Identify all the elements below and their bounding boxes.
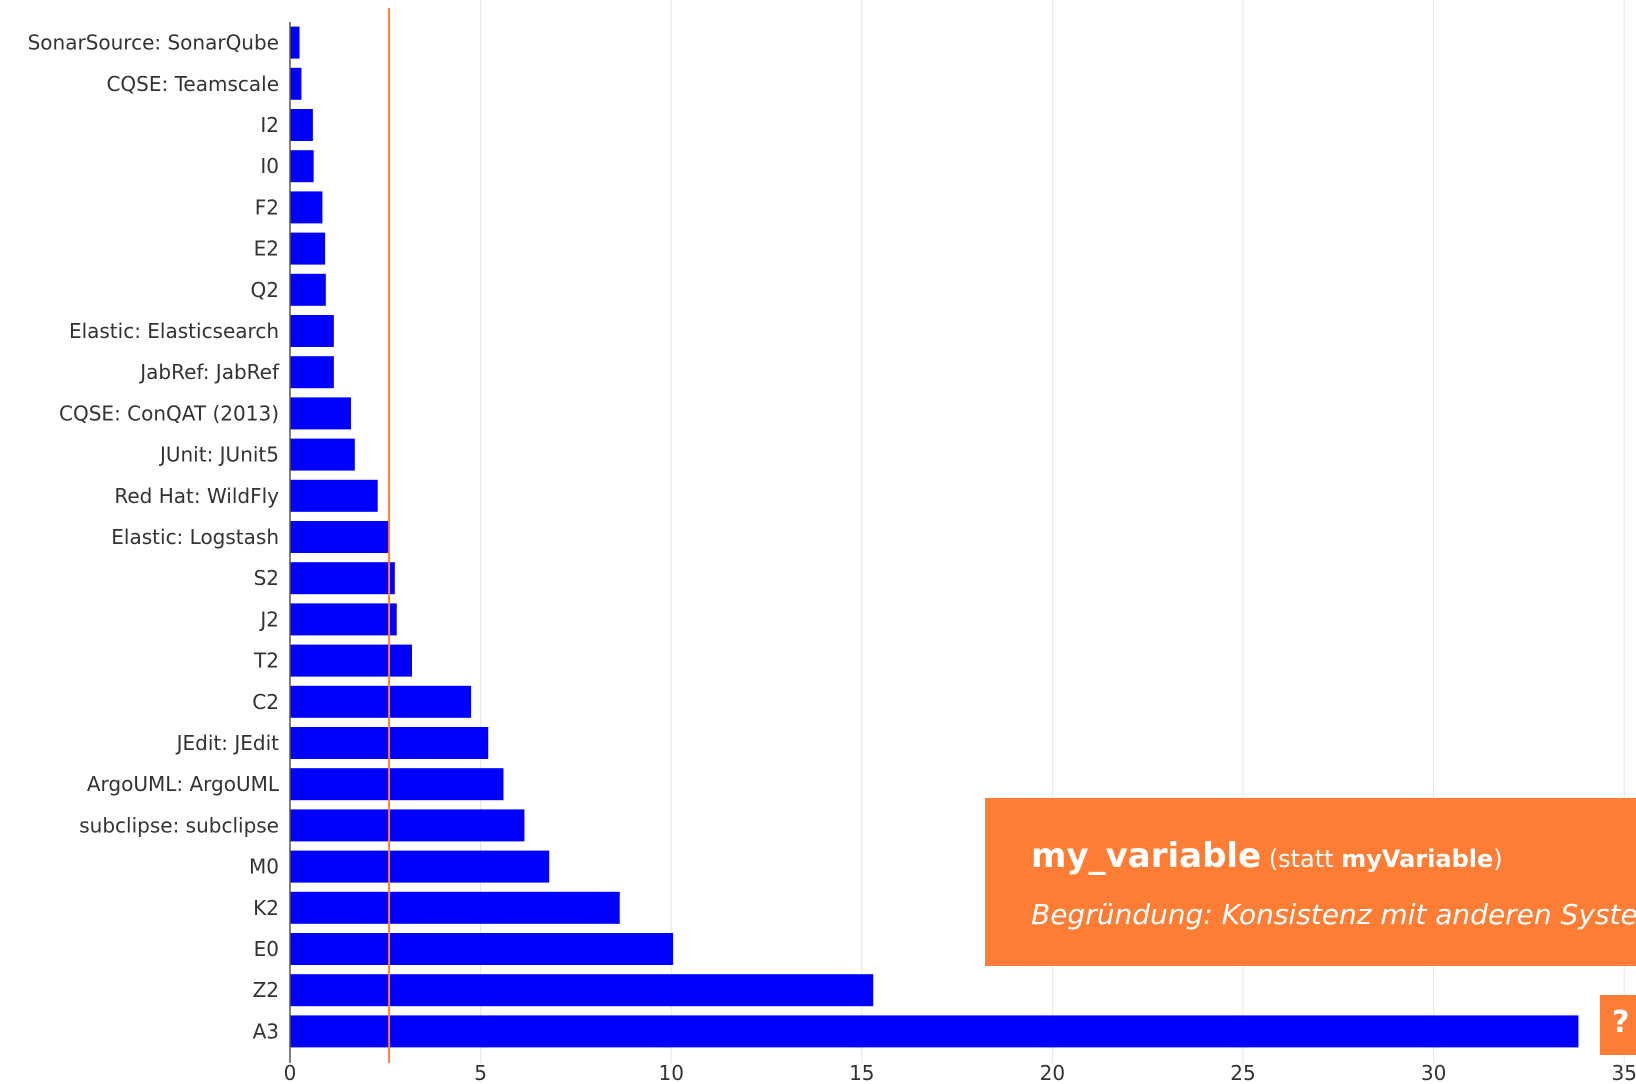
help-button[interactable]: ? (1600, 995, 1636, 1055)
bar-12 (290, 521, 390, 553)
x-tick-20: 20 (1040, 1061, 1065, 1084)
category-label-24: A3 (253, 1019, 279, 1043)
category-label-21: K2 (253, 896, 279, 920)
bar-14 (290, 603, 397, 636)
annotation-callout: my_variable (statt myVariable) Begründun… (985, 798, 1636, 966)
bar-13 (290, 562, 395, 595)
category-label-6: Q2 (251, 278, 279, 302)
bar-20 (290, 850, 550, 883)
category-label-10: JUnit: JUnit5 (158, 443, 279, 467)
category-label-0: SonarSource: SonarQube (28, 31, 279, 55)
category-label-7: Elastic: Elasticsearch (69, 319, 279, 343)
category-label-17: JEdit: JEdit (175, 731, 280, 755)
bar-9 (290, 397, 351, 430)
callout-paren-open: (statt (1268, 845, 1342, 873)
category-label-8: JabRef: JabRef (138, 360, 280, 384)
bar-1 (290, 67, 302, 100)
bar-6 (290, 273, 326, 306)
bar-24 (290, 1015, 1579, 1048)
category-label-9: CQSE: ConQAT (2013) (59, 401, 279, 425)
category-label-2: I2 (260, 113, 279, 137)
category-label-12: Elastic: Logstash (111, 525, 279, 549)
x-tick-10: 10 (658, 1061, 683, 1084)
x-tick-30: 30 (1421, 1061, 1446, 1084)
category-label-23: Z2 (253, 978, 279, 1002)
category-label-19: subclipse: subclipse (79, 813, 279, 837)
bar-15 (290, 644, 412, 677)
gridlines (480, 0, 1625, 1063)
x-tick-0: 0 (284, 1061, 297, 1084)
bar-22 (290, 933, 674, 965)
x-tick-5: 5 (474, 1061, 487, 1084)
category-label-3: I0 (260, 154, 279, 178)
bar-0 (290, 26, 300, 59)
bar-10 (290, 438, 355, 471)
category-label-16: C2 (252, 690, 279, 714)
bar-2 (290, 109, 313, 141)
callout-paren-close: ) (1493, 845, 1503, 873)
category-labels: SonarSource: SonarQube CQSE: Teamscale I2 I… (28, 31, 280, 1044)
bar-16 (290, 685, 472, 718)
x-tick-35: 35 (1611, 1061, 1636, 1084)
bar-7 (290, 315, 334, 347)
bar-8 (290, 356, 334, 389)
callout-reason: Begründung: Konsistenz mit anderen Syste… (1031, 898, 1636, 931)
callout-code-alt: myVariable (1341, 845, 1494, 873)
category-label-11: Red Hat: WildFly (114, 484, 279, 508)
bar-23 (290, 974, 874, 1007)
bars (290, 26, 1579, 1048)
bar-11 (290, 479, 378, 512)
bar-19 (290, 809, 525, 842)
bar-4 (290, 191, 323, 224)
x-tick-25: 25 (1230, 1061, 1255, 1084)
bar-5 (290, 232, 326, 265)
x-tick-labels: 0 5 10 15 20 25 30 35 (284, 1061, 1636, 1084)
callout-code: my_variable (1031, 836, 1262, 876)
category-label-18: ArgoUML: ArgoUML (87, 772, 280, 796)
category-label-22: E0 (254, 937, 279, 961)
x-tick-15: 15 (849, 1061, 874, 1084)
category-label-15: T2 (253, 649, 279, 673)
category-label-20: M0 (249, 855, 279, 879)
category-label-1: CQSE: Teamscale (106, 72, 279, 96)
category-label-14: J2 (258, 607, 279, 631)
category-label-5: E2 (254, 237, 279, 261)
bar-21 (290, 891, 620, 924)
category-label-4: F2 (255, 195, 279, 219)
bar-3 (290, 150, 314, 183)
callout-title: my_variable (statt myVariable) (1031, 836, 1503, 876)
bar-18 (290, 768, 504, 801)
category-label-13: S2 (254, 566, 279, 590)
